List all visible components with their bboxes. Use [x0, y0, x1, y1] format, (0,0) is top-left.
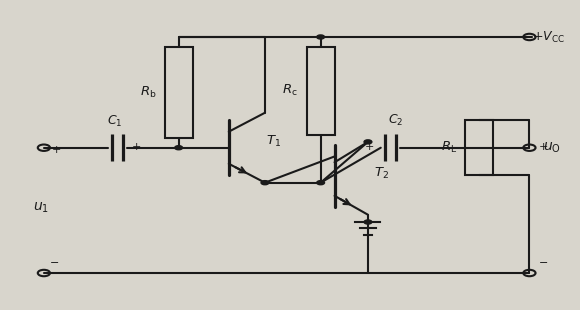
Text: $+$: $+$	[131, 141, 142, 152]
Text: $+$: $+$	[364, 141, 374, 152]
Text: $-$: $-$	[49, 256, 59, 266]
Circle shape	[364, 140, 372, 144]
Text: $C_1$: $C_1$	[107, 114, 122, 129]
Text: $C_2$: $C_2$	[388, 113, 404, 128]
Text: $T_2$: $T_2$	[374, 166, 389, 181]
Text: $+$: $+$	[538, 141, 549, 152]
Circle shape	[364, 220, 372, 224]
Bar	[165, 47, 193, 138]
Text: $u_{\rm O}$: $u_{\rm O}$	[543, 140, 561, 155]
Text: $R_{\rm L}$: $R_{\rm L}$	[441, 140, 457, 155]
Bar	[465, 120, 493, 175]
Text: $R_{\rm c}$: $R_{\rm c}$	[282, 83, 298, 99]
Text: $u_1$: $u_1$	[33, 200, 49, 215]
Circle shape	[261, 181, 269, 185]
Circle shape	[317, 181, 325, 185]
Text: $R_{\rm b}$: $R_{\rm b}$	[140, 85, 156, 100]
Text: $+V_{\rm CC}$: $+V_{\rm CC}$	[532, 29, 565, 45]
Text: $-$: $-$	[538, 256, 549, 266]
Circle shape	[175, 146, 183, 150]
Circle shape	[317, 35, 325, 39]
Text: $+$: $+$	[51, 144, 61, 155]
Bar	[307, 47, 335, 135]
Text: $T_1$: $T_1$	[266, 134, 281, 149]
